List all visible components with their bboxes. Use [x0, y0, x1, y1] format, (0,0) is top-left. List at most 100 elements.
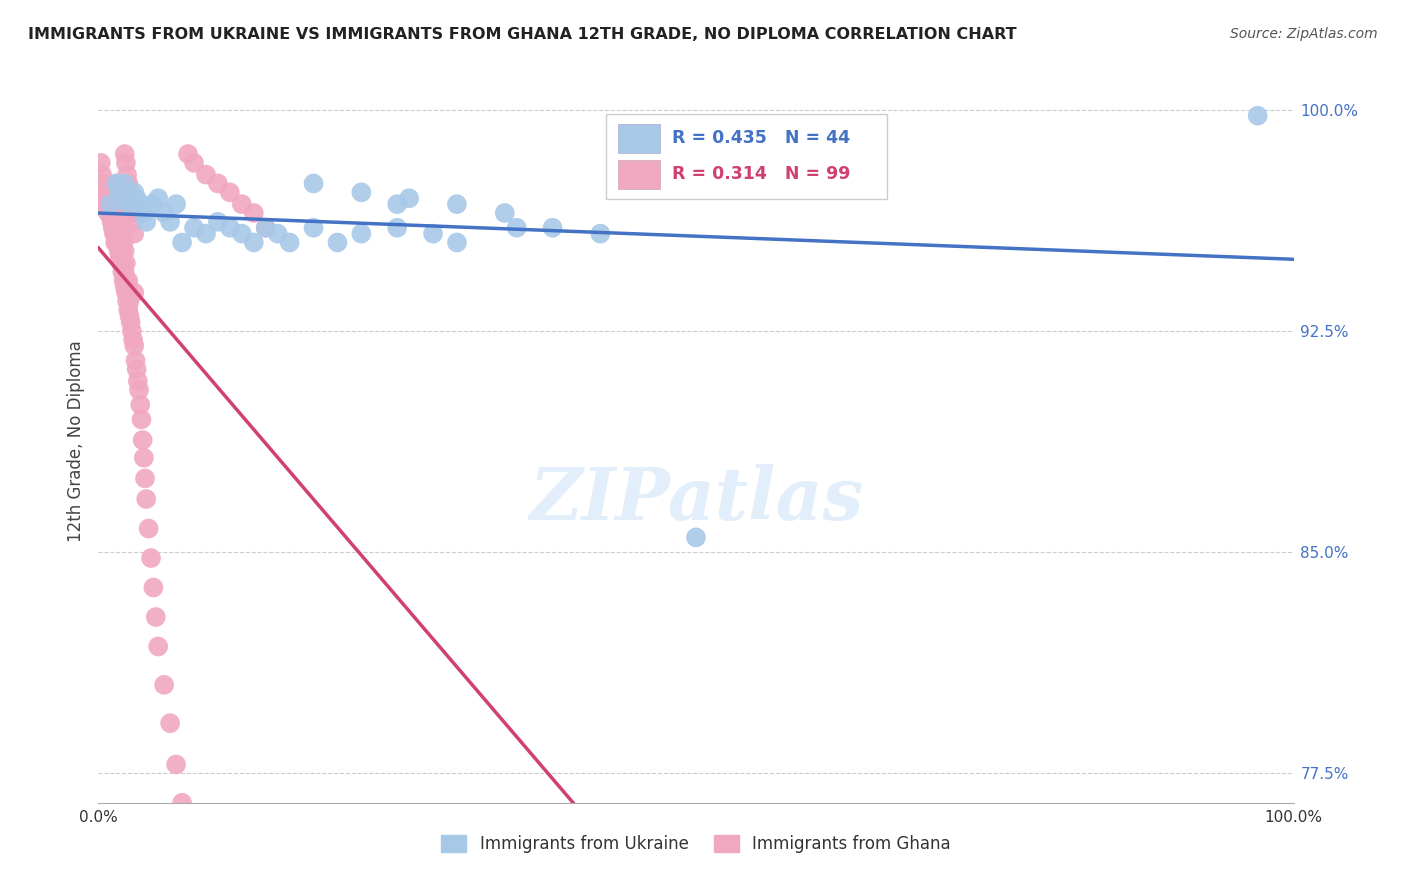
FancyBboxPatch shape	[619, 160, 661, 189]
Point	[111, 227, 134, 241]
Point	[506, 220, 529, 235]
Point	[124, 227, 146, 241]
Point	[148, 640, 170, 654]
Point	[121, 191, 143, 205]
Point	[121, 206, 143, 220]
Point	[93, 191, 115, 205]
Point	[129, 398, 152, 412]
Point	[117, 197, 139, 211]
Point	[114, 244, 136, 259]
Point	[108, 186, 131, 200]
Point	[115, 256, 138, 270]
Point	[254, 220, 277, 235]
Point	[110, 256, 132, 270]
Point	[117, 285, 139, 300]
Point	[118, 309, 141, 323]
Point	[124, 285, 146, 300]
Point	[98, 197, 122, 211]
Point	[107, 197, 129, 211]
Point	[207, 177, 229, 191]
Point	[114, 279, 136, 293]
Y-axis label: 12th Grade, No Diploma: 12th Grade, No Diploma	[66, 341, 84, 542]
Point	[685, 530, 707, 544]
Point	[115, 168, 138, 182]
Point	[446, 235, 468, 250]
Point	[350, 186, 373, 200]
Point	[385, 197, 409, 211]
Point	[135, 491, 157, 506]
Text: R = 0.435   N = 44: R = 0.435 N = 44	[672, 129, 851, 147]
Point	[108, 206, 131, 220]
Point	[207, 215, 229, 229]
Point	[153, 206, 176, 220]
Point	[100, 215, 122, 229]
Point	[107, 235, 129, 250]
Point	[177, 147, 200, 161]
Point	[105, 177, 128, 191]
Point	[231, 227, 253, 241]
Point	[183, 156, 205, 170]
Point	[114, 147, 136, 161]
Point	[195, 227, 218, 241]
Point	[114, 265, 136, 279]
Point	[134, 471, 156, 485]
Point	[105, 227, 128, 241]
Point	[97, 191, 120, 205]
Point	[112, 256, 135, 270]
Point	[243, 206, 266, 220]
Point	[107, 220, 129, 235]
Text: ZIPatlas: ZIPatlas	[529, 464, 863, 535]
Point	[90, 156, 112, 170]
Point	[105, 177, 128, 191]
Point	[91, 186, 114, 200]
Point	[127, 374, 149, 388]
Point	[107, 227, 129, 241]
Point	[195, 168, 218, 182]
Point	[96, 186, 118, 200]
Point	[98, 206, 121, 220]
Point	[98, 191, 122, 205]
Point	[141, 197, 163, 211]
Point	[135, 215, 157, 229]
Point	[148, 191, 170, 205]
Point	[110, 215, 132, 229]
Point	[243, 235, 266, 250]
Point	[91, 177, 114, 191]
Point	[103, 227, 125, 241]
Point	[114, 177, 136, 191]
Point	[124, 353, 146, 368]
Point	[1247, 109, 1270, 123]
Point	[117, 177, 139, 191]
Point	[94, 186, 117, 200]
Point	[302, 177, 325, 191]
Point	[159, 716, 181, 731]
Point	[112, 235, 135, 250]
Point	[115, 294, 138, 309]
Point	[122, 215, 145, 229]
Point	[108, 235, 131, 250]
Point	[101, 220, 124, 235]
Point	[422, 227, 444, 241]
Point	[350, 227, 373, 241]
Point	[124, 339, 146, 353]
Point	[139, 551, 162, 566]
Point	[98, 197, 121, 211]
Point	[107, 186, 129, 200]
Point	[231, 197, 253, 211]
Point	[107, 244, 129, 259]
Point	[446, 197, 468, 211]
Point	[101, 206, 124, 220]
Point	[219, 186, 242, 200]
Point	[142, 581, 165, 595]
Point	[115, 274, 138, 288]
Point	[120, 197, 142, 211]
Point	[494, 206, 516, 220]
Point	[111, 250, 134, 264]
Point	[118, 294, 141, 309]
Point	[132, 206, 155, 220]
Point	[121, 324, 143, 338]
FancyBboxPatch shape	[606, 114, 887, 200]
Point	[97, 206, 120, 220]
Point	[326, 235, 349, 250]
Point	[104, 220, 127, 235]
